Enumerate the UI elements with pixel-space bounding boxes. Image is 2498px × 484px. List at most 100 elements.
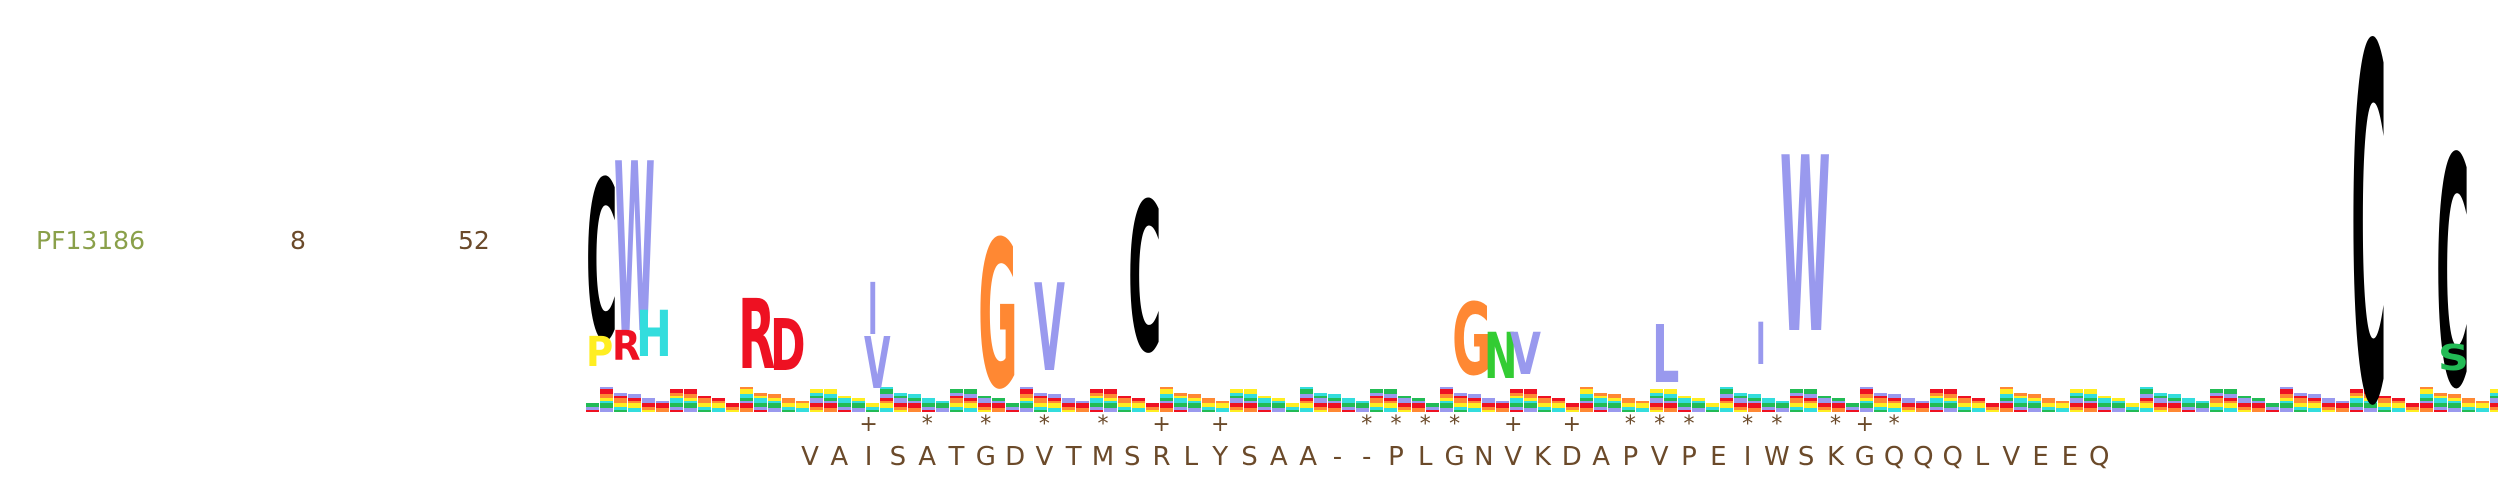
logo-noise-mark — [2000, 408, 2013, 412]
logo-noise-mark — [2000, 398, 2013, 401]
logo-noise-mark — [2490, 398, 2498, 403]
logo-noise-mark — [1804, 389, 1817, 394]
logo-noise-mark — [2224, 403, 2237, 408]
logo-noise-mark — [2042, 407, 2055, 410]
logo-noise-mark — [1496, 403, 1509, 408]
match-residue: E — [2062, 442, 2078, 472]
logo-noise-mark — [2196, 408, 2209, 412]
logo-noise-mark — [1048, 403, 1061, 408]
logo-noise-mark — [1230, 403, 1243, 407]
logo-noise-mark — [1860, 387, 1873, 389]
logo-noise-mark — [1048, 408, 1061, 412]
logo-noise-mark — [1328, 403, 1341, 408]
logo-noise-mark — [824, 398, 837, 401]
logo-letter-c: C — [2436, 93, 2470, 460]
logo-noise-mark — [782, 398, 795, 403]
match-residue: N — [1474, 442, 1493, 472]
logo-noise-mark — [2238, 396, 2251, 398]
logo-noise-mark — [1132, 408, 1145, 412]
logo-noise-mark — [810, 407, 823, 410]
consensus-mark: + — [1856, 412, 1874, 437]
logo-noise-mark — [2406, 410, 2419, 412]
match-residue: V — [2002, 442, 2020, 472]
logo-noise-mark — [1958, 410, 1971, 412]
logo-noise-mark — [1692, 403, 1705, 408]
logo-noise-mark — [2028, 408, 2041, 412]
logo-noise-mark — [642, 410, 655, 412]
logo-noise-mark — [2308, 401, 2321, 403]
logo-noise-mark — [1832, 401, 1845, 403]
logo-noise-mark — [1930, 393, 1943, 396]
logo-noise-mark — [2056, 401, 2069, 403]
logo-noise-mark — [1930, 398, 1943, 403]
logo-noise-mark — [1986, 403, 1999, 407]
logo-noise-mark — [768, 408, 781, 412]
logo-noise-mark — [1874, 410, 1887, 412]
logo-noise-mark — [1202, 407, 1215, 410]
logo-noise-mark — [768, 401, 781, 403]
logo-noise-mark — [1104, 401, 1117, 403]
logo-noise-mark — [1160, 389, 1173, 394]
logo-noise-mark — [1748, 398, 1761, 401]
logo-noise-mark — [1440, 401, 1453, 403]
logo-noise-mark — [2406, 403, 2419, 407]
logo-noise-mark — [1342, 410, 1355, 412]
logo-noise-mark — [698, 396, 711, 398]
logo-noise-mark — [600, 408, 613, 412]
logo-noise-mark — [1118, 403, 1131, 407]
logo-noise-mark — [1790, 403, 1803, 407]
logo-noise-mark — [2168, 408, 2181, 412]
logo-noise-mark — [2252, 398, 2265, 401]
match-residue: A — [1299, 442, 1317, 472]
logo-noise-mark — [1398, 407, 1411, 410]
logo-noise-mark — [782, 403, 795, 407]
logo-noise-mark — [2308, 394, 2321, 398]
logo-noise-mark — [1090, 396, 1103, 398]
logo-noise-mark — [684, 408, 697, 412]
logo-noise-mark — [2014, 410, 2027, 412]
logo-noise-mark — [628, 398, 641, 401]
logo-noise-mark — [1524, 401, 1537, 403]
logo-noise-mark — [2476, 403, 2489, 408]
logo-noise-mark — [2182, 398, 2195, 403]
logo-noise-mark — [1482, 398, 1495, 403]
logo-letter-g: G — [978, 198, 1018, 435]
logo-noise-mark — [1398, 398, 1411, 403]
match-residue: G — [1445, 442, 1465, 472]
logo-noise-mark — [1622, 398, 1635, 403]
logo-noise-mark — [1468, 401, 1481, 403]
logo-noise-mark — [2406, 407, 2419, 410]
logo-noise-mark — [1860, 398, 1873, 401]
logo-noise-mark — [2084, 403, 2097, 408]
logo-noise-mark — [1440, 389, 1453, 394]
logo-noise-mark — [2420, 398, 2433, 401]
logo-noise-mark — [1328, 401, 1341, 403]
logo-noise-mark — [2126, 410, 2139, 412]
logo-noise-mark — [2238, 398, 2251, 403]
logo-noise-mark — [1104, 398, 1117, 401]
logo-noise-mark — [1650, 403, 1663, 407]
logo-noise-mark — [2336, 401, 2349, 403]
logo-noise-mark — [1160, 387, 1173, 389]
logo-noise-mark — [740, 408, 753, 412]
logo-noise-mark — [936, 403, 949, 408]
logo-noise-mark — [1986, 410, 1999, 412]
logo-noise-mark — [2392, 408, 2405, 412]
logo-noise-mark — [1104, 389, 1117, 394]
logo-noise-mark — [1804, 403, 1817, 408]
logo-noise-mark — [908, 401, 921, 403]
match-residue: K — [1827, 442, 1844, 472]
match-residue: R — [1153, 442, 1171, 472]
logo-noise-mark — [894, 407, 907, 410]
match-residue: Q — [1884, 442, 1904, 472]
logo-noise-mark — [2210, 403, 2223, 407]
logo-noise-mark — [1678, 398, 1691, 403]
logo-noise-mark — [2392, 403, 2405, 408]
logo-noise-mark — [1020, 394, 1033, 398]
logo-noise-mark — [2084, 398, 2097, 401]
logo-noise-mark — [2490, 403, 2498, 407]
pfam-id-label[interactable]: PF13186 — [36, 226, 145, 256]
logo-noise-mark — [2280, 403, 2293, 408]
logo-noise-mark — [838, 403, 851, 407]
logo-noise-mark — [2112, 401, 2125, 403]
